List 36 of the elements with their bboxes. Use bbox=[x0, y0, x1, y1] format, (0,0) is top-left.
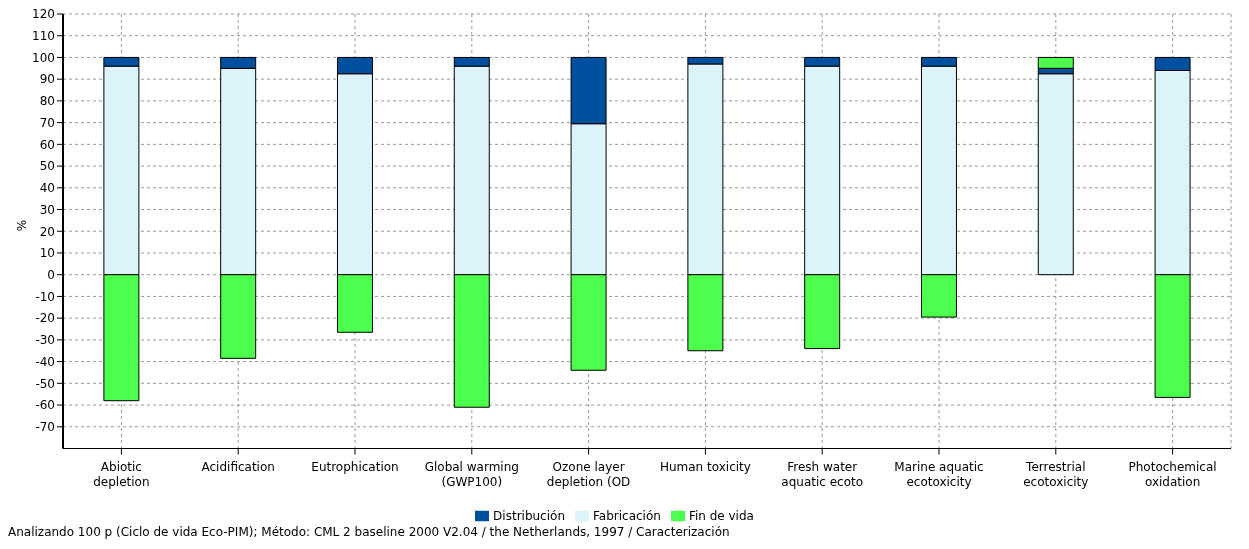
y-tick-label: -30 bbox=[35, 333, 55, 348]
x-tick-label: Terrestrial ecotoxicity bbox=[1023, 459, 1089, 489]
y-tick-label: 90 bbox=[39, 72, 55, 87]
x-tick-label: Human toxicity bbox=[659, 459, 751, 474]
x-tick-label: Photochemical oxidation bbox=[1128, 459, 1217, 489]
y-tick-label: 50 bbox=[39, 159, 55, 174]
legend-label: Fin de vida bbox=[688, 508, 754, 523]
bar bbox=[1037, 73, 1074, 276]
y-tick-label: -20 bbox=[35, 311, 55, 326]
x-tick-label: Eutrophication bbox=[311, 459, 399, 474]
y-tick-label: -60 bbox=[35, 398, 55, 413]
y-tick-label: -50 bbox=[35, 376, 55, 391]
x-tick-label: Marine aquatic ecotoxicity bbox=[894, 459, 984, 489]
text: Analizando 100 p (Ciclo de vida Eco-PIM); Método: CML 2 baseline 2000 V2.04 / the Netherlands, 1997 / Caracterización bbox=[8, 525, 731, 539]
y-tick-label: -10 bbox=[35, 289, 55, 304]
y-tick-label: 40 bbox=[39, 181, 55, 196]
y-tick-label: 100 bbox=[32, 50, 55, 65]
y-tick-label: 10 bbox=[39, 246, 55, 261]
legend-label: Fabricación bbox=[593, 508, 661, 523]
y-tick-label: 110 bbox=[32, 28, 55, 43]
x-tick-label: Fresh water aquatic ecoto bbox=[781, 459, 864, 489]
y-tick-label: 60 bbox=[39, 137, 55, 152]
y-tick-label: -70 bbox=[35, 420, 55, 435]
legend-label: Distribución bbox=[493, 508, 565, 523]
y-tick-label: 80 bbox=[39, 94, 55, 109]
y-axis-title: % bbox=[15, 219, 30, 232]
y-tick-label: -40 bbox=[35, 354, 55, 369]
x-tick-label: Ozone layer depletion (OD bbox=[546, 459, 631, 489]
x-tick-label: Acidification bbox=[201, 459, 275, 474]
y-tick-label: 0 bbox=[47, 267, 55, 282]
y-tick-label: 120 bbox=[32, 7, 55, 22]
y-tick-label: 70 bbox=[39, 115, 55, 130]
y-tick-label: 20 bbox=[39, 224, 55, 239]
y-tick-label: 30 bbox=[39, 202, 55, 217]
x-tick-label: Global warming (GWP100) bbox=[424, 459, 519, 489]
x-tick-label: Abiotic depletion bbox=[93, 459, 150, 489]
